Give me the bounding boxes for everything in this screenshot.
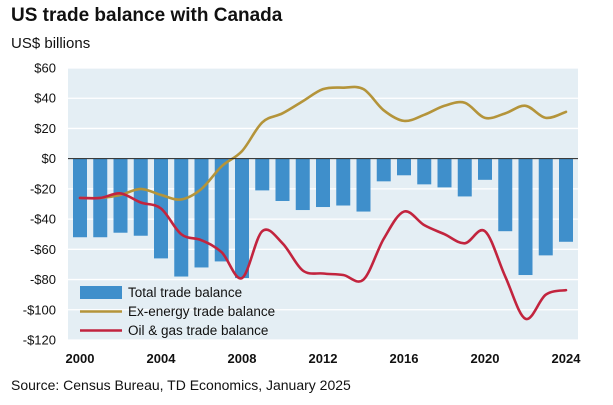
y-tick-label: -$20 <box>30 181 56 196</box>
bar-2021 <box>498 158 513 232</box>
y-tick-label: $40 <box>34 91 56 106</box>
line-oil-gas-trade-balance <box>78 192 568 321</box>
bar-2024 <box>559 158 573 242</box>
bar-2005 <box>174 158 189 277</box>
bar-2007 <box>214 158 229 262</box>
y-tick-label: $60 <box>34 61 56 76</box>
y-tick-label: $0 <box>42 151 56 166</box>
x-tick-label: 2020 <box>471 351 500 366</box>
y-axis-ticks: $60 $40 $20 $0 -$20 -$40 -$60 -$80 -$100 -$120 <box>23 61 56 348</box>
x-tick-label: 2024 <box>552 351 582 366</box>
legend-label: Oil & gas trade balance <box>128 323 268 338</box>
bar-2006 <box>194 158 209 268</box>
bar-2010 <box>275 158 290 201</box>
bar-2009 <box>255 158 270 191</box>
legend-label: Total trade balance <box>128 285 242 300</box>
bar-2020 <box>478 158 492 180</box>
chart-subtitle: US$ billions <box>11 35 91 52</box>
y-tick-label: -$40 <box>30 212 56 227</box>
bar-2013 <box>336 158 351 206</box>
bar-2022 <box>518 158 533 276</box>
chart-title: US trade balance with Canada <box>11 5 283 26</box>
bar-2016 <box>397 158 411 176</box>
line-series <box>78 85 568 321</box>
bar-2019 <box>457 158 472 197</box>
y-tick-label: -$120 <box>23 333 56 348</box>
bar-2003 <box>133 158 148 236</box>
bar-series-total-trade-balance <box>73 158 573 279</box>
bar-2018 <box>437 158 452 188</box>
source-note: Source: Census Bureau, TD Economics, Jan… <box>11 377 351 393</box>
y-tick-label: -$60 <box>30 242 56 257</box>
y-tick-label: -$100 <box>23 302 56 317</box>
bar-2023 <box>538 158 553 256</box>
x-axis-ticks: 2000 2004 2008 2012 2016 2020 2024 <box>66 351 582 366</box>
bar-2008 <box>235 158 249 279</box>
x-tick-label: 2016 <box>390 351 419 366</box>
x-tick-label: 2008 <box>228 351 257 366</box>
bar-2011 <box>295 158 310 211</box>
bar-2012 <box>316 158 330 208</box>
bar-2015 <box>376 158 391 182</box>
legend: Total trade balance Ex-energy trade balan… <box>80 285 275 338</box>
legend-label: Ex-energy trade balance <box>128 304 275 319</box>
y-tick-label: -$80 <box>30 272 56 287</box>
bar-2014 <box>356 158 371 212</box>
x-tick-label: 2012 <box>309 351 338 366</box>
x-tick-label: 2004 <box>147 351 177 366</box>
y-tick-label: $20 <box>34 121 56 136</box>
legend-swatch-total <box>80 286 122 299</box>
line-ex-energy-trade-balance <box>78 85 568 201</box>
bar-2017 <box>417 158 432 185</box>
x-tick-label: 2000 <box>66 351 95 366</box>
